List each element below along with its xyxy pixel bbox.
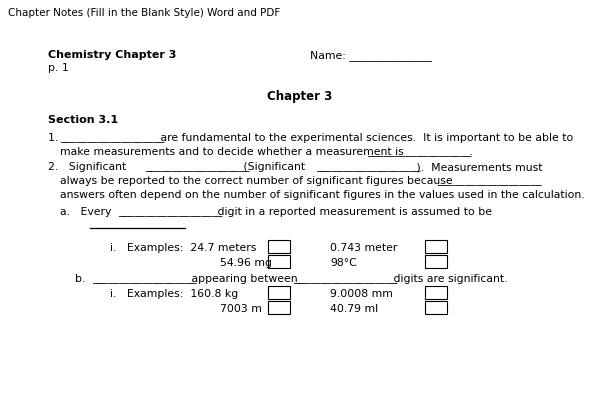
Bar bbox=[268, 301, 290, 314]
Text: b.: b. bbox=[75, 274, 96, 284]
Bar bbox=[425, 286, 447, 299]
Bar bbox=[425, 240, 447, 253]
Text: ___________________: ___________________ bbox=[316, 162, 421, 172]
Text: 54.96 mg: 54.96 mg bbox=[220, 258, 272, 268]
Text: ___________________: ___________________ bbox=[145, 162, 250, 172]
Text: i.   Examples:  24.7 meters: i. Examples: 24.7 meters bbox=[110, 243, 257, 253]
Text: 2.   Significant: 2. Significant bbox=[48, 162, 130, 172]
Text: digit in a reported measurement is assumed to be: digit in a reported measurement is assum… bbox=[214, 207, 492, 217]
Text: (Significant: (Significant bbox=[240, 162, 309, 172]
Text: ___________________: ___________________ bbox=[92, 274, 196, 284]
Text: i.   Examples:  160.8 kg: i. Examples: 160.8 kg bbox=[110, 289, 238, 299]
Text: 1.: 1. bbox=[48, 133, 65, 143]
Text: digits are significant.: digits are significant. bbox=[390, 274, 507, 284]
Text: 40.79 ml: 40.79 ml bbox=[330, 304, 378, 314]
Text: Section 3.1: Section 3.1 bbox=[48, 115, 118, 125]
Text: p. 1: p. 1 bbox=[48, 63, 69, 73]
Text: are fundamental to the experimental sciences.  It is important to be able to: are fundamental to the experimental scie… bbox=[157, 133, 573, 143]
Text: Name: _______________: Name: _______________ bbox=[310, 50, 432, 61]
Text: 0.743 meter: 0.743 meter bbox=[330, 243, 398, 253]
Text: 9.0008 mm: 9.0008 mm bbox=[330, 289, 393, 299]
Bar bbox=[425, 301, 447, 314]
Text: Chapter Notes (Fill in the Blank Style) Word and PDF: Chapter Notes (Fill in the Blank Style) … bbox=[8, 8, 280, 18]
Bar bbox=[425, 255, 447, 268]
Bar bbox=[268, 240, 290, 253]
Text: appearing between: appearing between bbox=[188, 274, 301, 284]
Text: answers often depend on the number of significant figures in the values used in : answers often depend on the number of si… bbox=[60, 190, 585, 200]
Text: ___________________: ___________________ bbox=[118, 207, 222, 217]
Text: make measurements and to decide whether a measurement is: make measurements and to decide whether … bbox=[60, 147, 407, 157]
Text: ___________________: ___________________ bbox=[367, 147, 471, 157]
Text: ___________________: ___________________ bbox=[437, 176, 542, 186]
Bar bbox=[268, 286, 290, 299]
Text: a.   Every: a. Every bbox=[60, 207, 115, 217]
Bar bbox=[268, 255, 290, 268]
Text: ___________________: ___________________ bbox=[293, 274, 398, 284]
Text: .: . bbox=[466, 147, 473, 157]
Text: Chapter 3: Chapter 3 bbox=[267, 90, 332, 103]
Text: 98°C: 98°C bbox=[330, 258, 357, 268]
Text: always be reported to the correct number of significant figures because: always be reported to the correct number… bbox=[60, 176, 456, 186]
Text: ___________________: ___________________ bbox=[60, 133, 165, 143]
Text: ).  Measurements must: ). Measurements must bbox=[413, 162, 542, 172]
Text: Chemistry Chapter 3: Chemistry Chapter 3 bbox=[48, 50, 176, 60]
Text: 7003 m: 7003 m bbox=[220, 304, 262, 314]
